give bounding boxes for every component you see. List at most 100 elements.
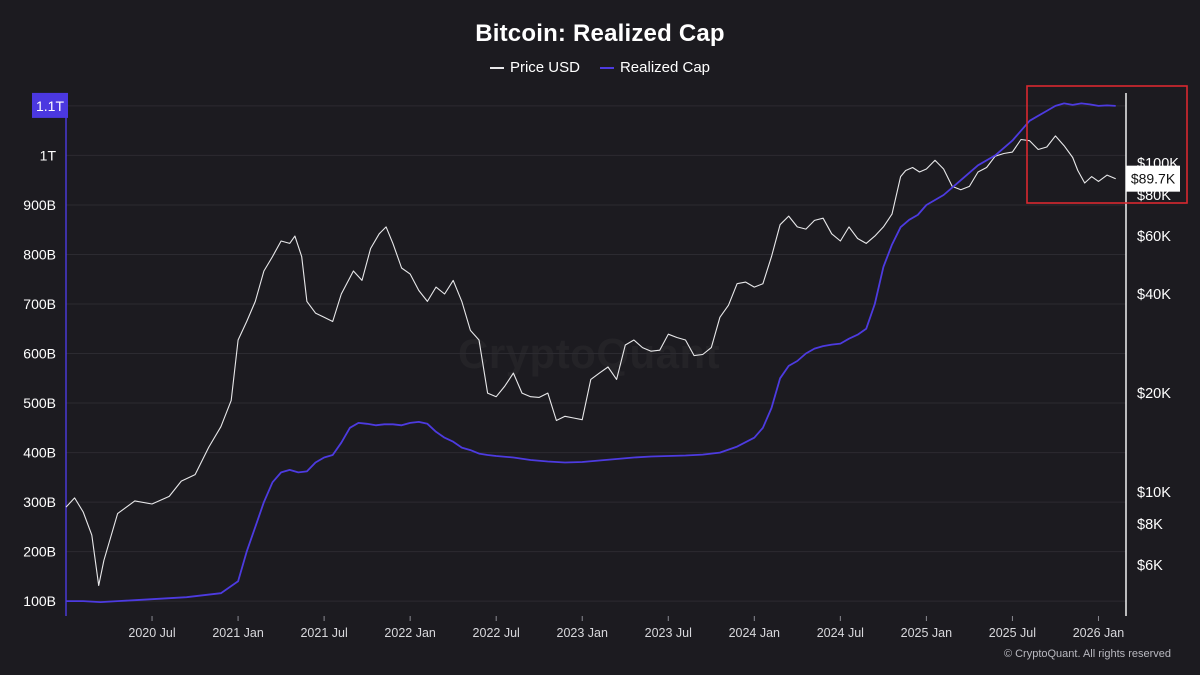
realized-cap-point (865, 328, 867, 330)
price-point (719, 316, 721, 318)
copyright-footer: © CryptoQuant. All rights reserved (1003, 648, 1171, 660)
realized-cap-point (599, 460, 601, 462)
price-point (556, 420, 558, 422)
price-point (650, 350, 652, 352)
realized-cap-point (788, 365, 790, 367)
price-point (426, 300, 428, 302)
realized-cap-point (426, 423, 428, 425)
realized-cap-point (1063, 103, 1065, 105)
realized-cap-point (383, 423, 385, 425)
legend: Price USD Realized Cap (0, 59, 1200, 76)
right-tick-label: $80K (1137, 188, 1171, 204)
legend-item-realized-cap[interactable]: Realized Cap (599, 59, 711, 76)
price-point (857, 238, 859, 240)
price-point (538, 397, 540, 399)
price-point (925, 168, 927, 170)
x-tick-label: 2021 Jul (300, 626, 347, 640)
price-point (822, 217, 824, 219)
realized-cap-point (323, 457, 325, 459)
price-point (530, 396, 532, 398)
price-point (745, 281, 747, 283)
price-line (65, 135, 1116, 587)
realized-cap-point (1115, 105, 1117, 107)
realized-cap-point (564, 462, 566, 464)
price-point (1098, 181, 1100, 183)
left-tick-label: 400B (23, 445, 56, 461)
price-point (564, 415, 566, 417)
realized-cap-point (719, 452, 721, 454)
price-point (74, 497, 76, 499)
price-point (642, 347, 644, 349)
price-point (435, 286, 437, 288)
price-point (753, 286, 755, 288)
realized-cap-point (891, 244, 893, 246)
realized-cap-point (469, 449, 471, 451)
realized-cap-point (702, 454, 704, 456)
price-point (230, 399, 232, 401)
price-point (771, 256, 773, 258)
price-point (352, 270, 354, 272)
price-point (1091, 176, 1093, 178)
price-point (487, 392, 489, 394)
price-point (370, 248, 372, 250)
price-point (779, 224, 781, 226)
realized-cap-point (762, 427, 764, 429)
legend-label-realized-cap: Realized Cap (619, 59, 711, 76)
realized-cap-point (237, 580, 239, 582)
realized-cap-point (633, 457, 635, 459)
series-layer (65, 102, 1117, 603)
price-point (385, 226, 387, 228)
price-point (874, 235, 876, 237)
price-point (659, 349, 661, 351)
legend-label-price: Price USD (509, 59, 580, 76)
right-tick-label: $60K (1137, 229, 1171, 245)
realized-cap-point (461, 447, 463, 449)
realized-cap-point (349, 427, 351, 429)
price-point (1046, 146, 1048, 148)
realized-cap-point (82, 600, 84, 602)
realized-cap-point (779, 377, 781, 379)
price-point (117, 513, 119, 515)
realized-cap-point (960, 179, 962, 181)
realized-cap-point (753, 437, 755, 439)
realized-cap-point (340, 442, 342, 444)
realized-cap-point (839, 343, 841, 345)
realized-cap-point (444, 437, 446, 439)
realized-cap-point (280, 471, 282, 473)
badge-layer: 1.1T $89.7K (32, 92, 1180, 192)
price-point (702, 354, 704, 356)
realized-cap-point (134, 599, 136, 601)
realized-cap-point (392, 423, 394, 425)
price-point (796, 226, 798, 228)
price-point (469, 330, 471, 332)
legend-swatch-realized-cap (599, 66, 614, 69)
price-point (667, 333, 669, 335)
price-point (418, 290, 420, 292)
price-point (1106, 174, 1108, 176)
x-tick-label: 2023 Jul (645, 626, 692, 640)
left-tick-label: 800B (23, 246, 56, 262)
realized-cap-point (874, 303, 876, 305)
price-point (452, 280, 454, 282)
price-point (246, 321, 248, 323)
left-tick-label: 700B (23, 296, 56, 312)
price-point (616, 379, 618, 381)
price-point (401, 267, 403, 269)
price-point (315, 312, 317, 314)
price-point (392, 243, 394, 245)
price-point (736, 283, 738, 285)
price-point (633, 339, 635, 341)
price-point (1077, 170, 1079, 172)
price-point (91, 534, 93, 536)
realized-cap-point (1055, 105, 1057, 107)
x-tick-label: 2025 Jan (901, 626, 952, 640)
legend-item-price[interactable]: Price USD (489, 59, 580, 76)
axes-layer (65, 93, 1127, 621)
price-point (912, 167, 914, 169)
price-point (1003, 153, 1005, 155)
price-point (134, 500, 136, 502)
highlight-box (1026, 85, 1188, 204)
realized-cap-point (1020, 130, 1022, 132)
price-point (306, 300, 308, 302)
